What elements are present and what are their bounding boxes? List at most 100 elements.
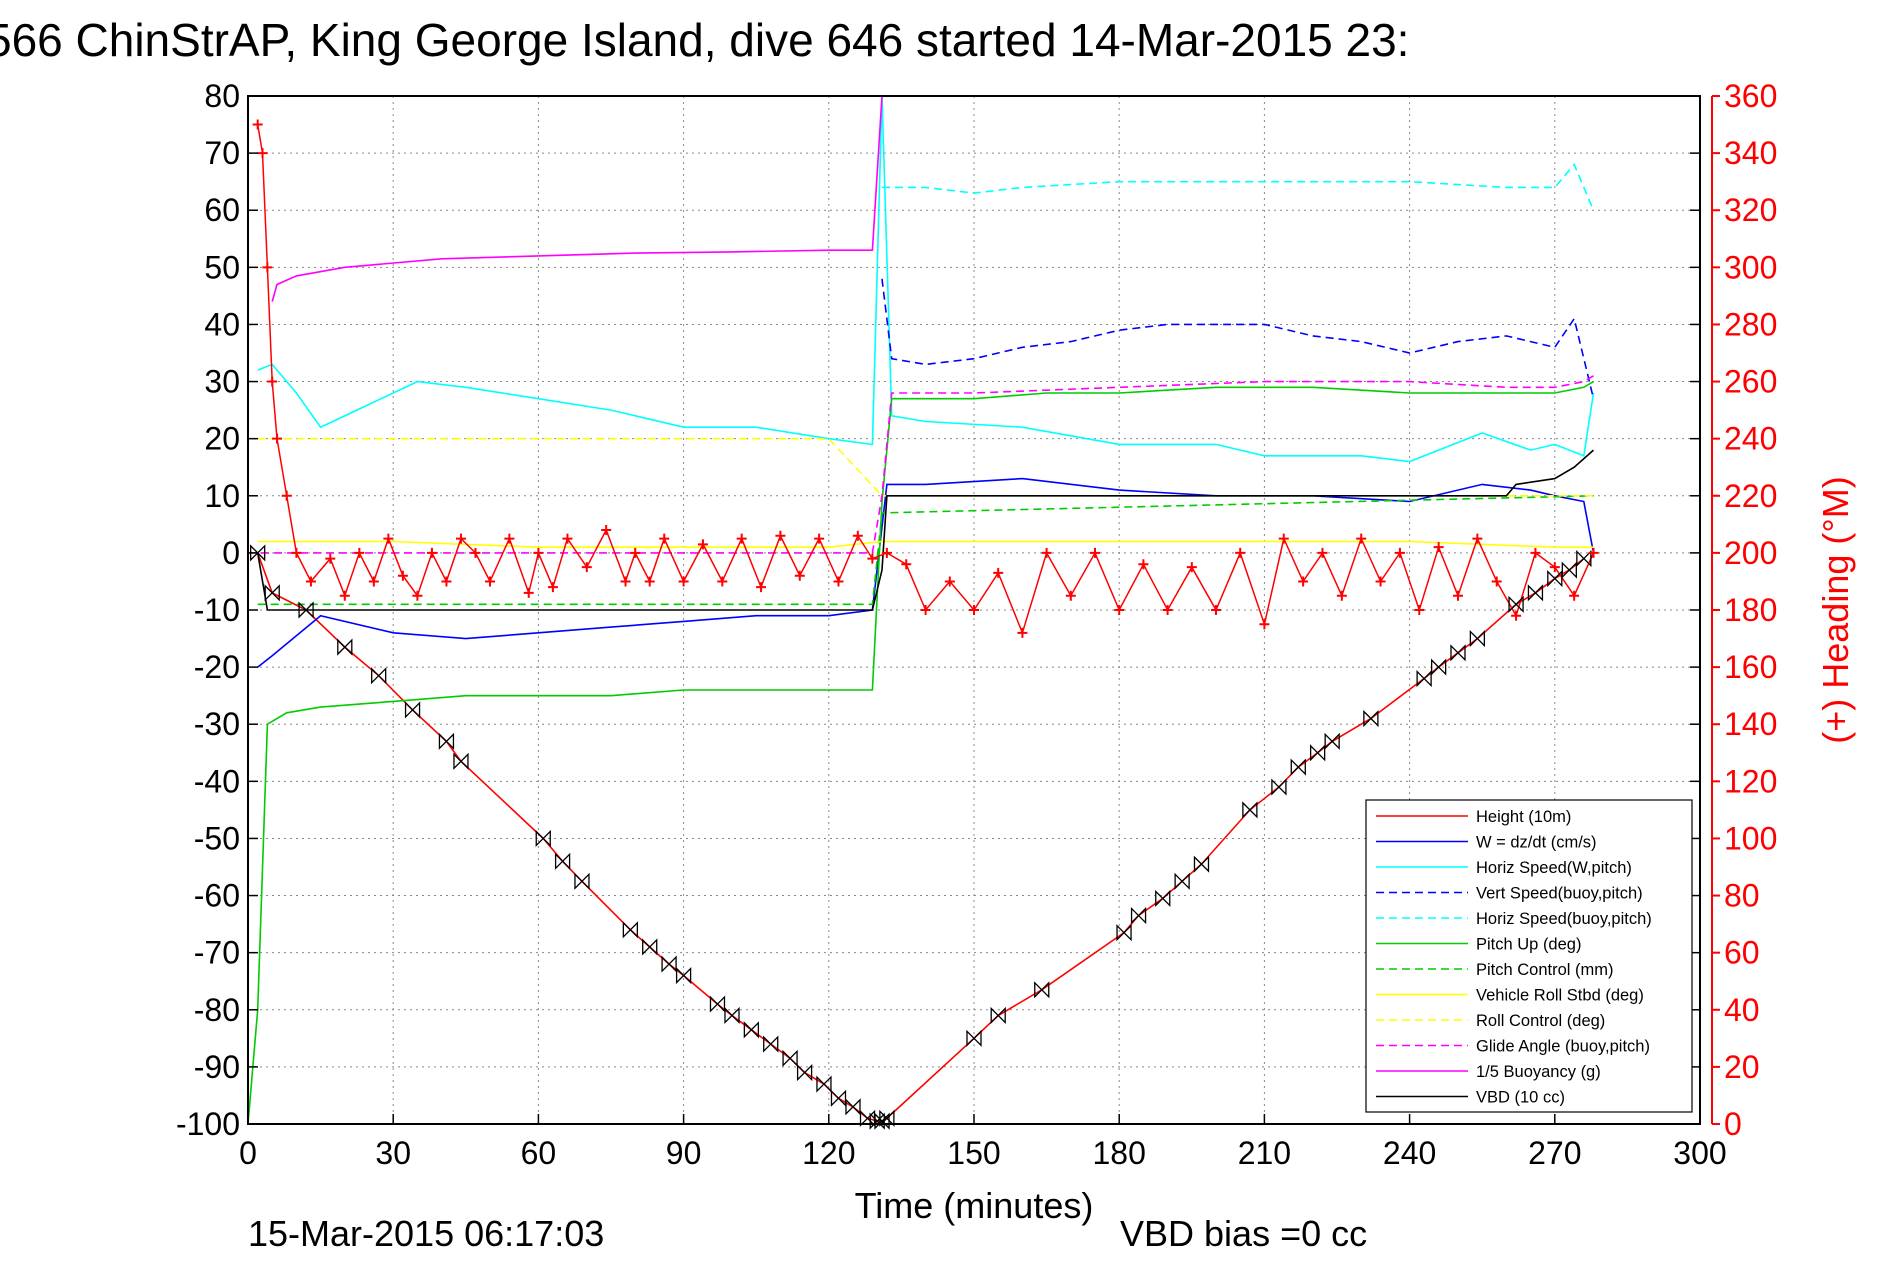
legend-label: Pitch Control (mm) bbox=[1476, 961, 1614, 979]
legend-label: Horiz Speed(buoy,pitch) bbox=[1476, 910, 1652, 928]
height-marker bbox=[642, 938, 658, 956]
right-tick-label: 80 bbox=[1724, 878, 1760, 914]
height-marker bbox=[1430, 658, 1447, 676]
right-tick-label: 300 bbox=[1724, 249, 1777, 285]
heading-marker bbox=[455, 533, 466, 544]
right-tick-label: 320 bbox=[1724, 192, 1777, 228]
heading-marker bbox=[1259, 619, 1270, 630]
legend-label: Pitch Up (deg) bbox=[1476, 936, 1581, 954]
heading-marker bbox=[1278, 533, 1289, 544]
right-tick-label: 360 bbox=[1724, 78, 1777, 114]
right-tick-label: 140 bbox=[1724, 706, 1777, 742]
series-line bbox=[257, 540, 1594, 549]
right-tick-label: 20 bbox=[1724, 1049, 1760, 1085]
heading-marker bbox=[969, 605, 979, 615]
heading-marker bbox=[1041, 547, 1052, 558]
x-tick-label: 60 bbox=[521, 1135, 557, 1171]
legend-label: Roll Control (deg) bbox=[1476, 1012, 1605, 1030]
y-tick-label: 60 bbox=[204, 192, 240, 228]
height-marker bbox=[438, 732, 455, 750]
height-marker bbox=[966, 1029, 982, 1047]
height-marker bbox=[404, 701, 421, 719]
right-tick-label: 260 bbox=[1724, 364, 1777, 400]
heading-marker bbox=[267, 376, 278, 387]
heading-marker bbox=[397, 570, 408, 581]
height-marker bbox=[675, 966, 692, 985]
heading-marker bbox=[1065, 590, 1076, 601]
heading-marker bbox=[794, 570, 805, 581]
heading-marker bbox=[291, 547, 302, 558]
heading-marker bbox=[533, 547, 544, 558]
right-tick-label: 60 bbox=[1724, 935, 1760, 971]
legend-label: VBD (10 cc) bbox=[1476, 1089, 1565, 1107]
heading-marker bbox=[523, 587, 534, 598]
heading-marker bbox=[1090, 547, 1100, 558]
height-marker bbox=[1576, 550, 1592, 568]
heading-marker bbox=[1588, 547, 1599, 558]
heading-marker bbox=[339, 590, 350, 601]
heading-marker bbox=[252, 119, 263, 130]
right-tick-label: 200 bbox=[1724, 535, 1777, 571]
heading-marker bbox=[1211, 605, 1221, 615]
heading-marker bbox=[1235, 547, 1246, 558]
heading-marker bbox=[1569, 590, 1580, 601]
y-tick-label: 80 bbox=[204, 78, 240, 114]
heading-marker bbox=[901, 559, 912, 570]
heading-marker bbox=[630, 547, 641, 558]
heading-marker bbox=[775, 530, 786, 541]
series-line bbox=[257, 95, 1595, 463]
x-tick-label: 30 bbox=[375, 1135, 411, 1171]
y-tick-label: -50 bbox=[194, 820, 240, 856]
heading-marker bbox=[1017, 627, 1028, 638]
heading-marker bbox=[1549, 562, 1560, 573]
heading-line bbox=[256, 124, 1595, 636]
heading-marker bbox=[881, 547, 892, 558]
heading-marker bbox=[1394, 547, 1405, 558]
heading-marker bbox=[1491, 576, 1502, 587]
right-axis-label: (+) Heading (°M) bbox=[1815, 476, 1856, 743]
height-marker bbox=[337, 638, 353, 656]
height-marker bbox=[1193, 855, 1210, 873]
series-line bbox=[882, 162, 1595, 211]
heading-marker bbox=[281, 490, 292, 501]
height-marker bbox=[622, 921, 639, 939]
heading-marker bbox=[678, 576, 689, 587]
heading-marker bbox=[412, 590, 423, 601]
heading-marker bbox=[1511, 610, 1522, 621]
heading-marker bbox=[1317, 547, 1328, 558]
x-tick-label: 240 bbox=[1383, 1135, 1436, 1171]
heading-marker bbox=[305, 576, 316, 587]
series-line bbox=[248, 375, 1594, 554]
height-marker bbox=[1416, 669, 1432, 688]
heading-marker bbox=[644, 576, 655, 587]
heading-marker bbox=[470, 547, 481, 558]
legend-label: Vert Speed(buoy,pitch) bbox=[1476, 885, 1643, 903]
heading-marker bbox=[1186, 562, 1197, 573]
heading-marker bbox=[944, 576, 955, 587]
right-tick-label: 180 bbox=[1724, 592, 1777, 628]
x-tick-label: 0 bbox=[239, 1135, 257, 1171]
legend-label: Height (10m) bbox=[1476, 808, 1571, 826]
heading-marker bbox=[547, 582, 558, 593]
heading-marker bbox=[852, 530, 863, 541]
height-marker bbox=[763, 1035, 779, 1053]
height-marker bbox=[1324, 732, 1340, 750]
x-tick-label: 120 bbox=[802, 1135, 855, 1171]
x-tick-label: 300 bbox=[1673, 1135, 1726, 1171]
right-tick-label: 220 bbox=[1724, 478, 1777, 514]
right-tick-label: 40 bbox=[1724, 992, 1760, 1028]
height-marker bbox=[554, 852, 571, 870]
y-tick-label: 30 bbox=[204, 364, 240, 400]
height-marker bbox=[1450, 644, 1466, 662]
y-tick-label: -20 bbox=[194, 649, 240, 685]
right-tick-label: 240 bbox=[1724, 421, 1777, 457]
heading-marker bbox=[426, 547, 437, 558]
heading-marker bbox=[581, 562, 592, 573]
heading-marker bbox=[485, 576, 495, 587]
right-tick-label: 100 bbox=[1724, 820, 1777, 856]
heading-marker bbox=[833, 576, 844, 587]
height-marker bbox=[1527, 584, 1544, 602]
series-line bbox=[247, 380, 1594, 1125]
heading-marker bbox=[383, 533, 394, 544]
heading-marker bbox=[620, 576, 631, 587]
